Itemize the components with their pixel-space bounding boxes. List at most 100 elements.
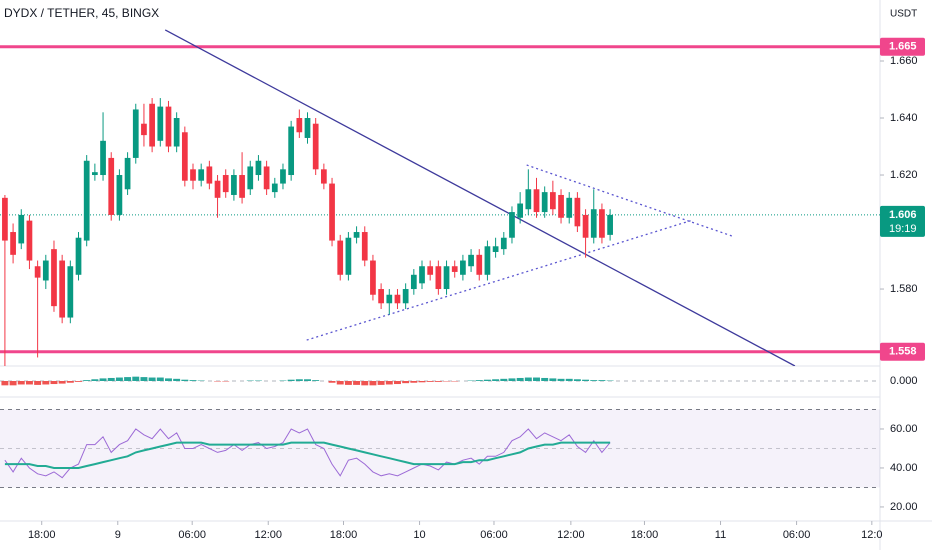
macd-bar (393, 381, 401, 385)
candle-body (460, 260, 466, 275)
level-label-box (880, 37, 925, 56)
rsi-band-fill (0, 409, 880, 488)
candle-body (525, 189, 532, 210)
candle-body (108, 157, 115, 215)
candle-body (533, 189, 540, 213)
rsi-tick-label: 60.00 (890, 423, 918, 435)
candle-body (255, 160, 262, 176)
macd-bar (34, 381, 42, 385)
x-tick-label: 9 (115, 529, 121, 541)
candle-body (419, 266, 425, 284)
x-tick-label: 18:00 (631, 529, 659, 541)
candle-body (59, 260, 66, 318)
last-price-box (880, 205, 925, 237)
macd-bar (549, 378, 557, 381)
candle-body (34, 266, 41, 278)
macd-bar (181, 379, 189, 381)
candle-body (484, 246, 491, 275)
macd-bar (418, 381, 426, 383)
candle-body (558, 194, 564, 218)
candle-body (26, 220, 33, 261)
macd-bar (312, 380, 320, 381)
x-tick-label: 06:00 (178, 529, 206, 541)
candle-body (100, 140, 106, 176)
candle-body (198, 169, 205, 181)
candle-body (239, 175, 245, 198)
rsi-line (4, 428, 611, 479)
candle-body (75, 237, 82, 275)
macd-bar (9, 381, 17, 386)
x-tick-label: 12:00 (254, 529, 282, 541)
macd-bar (17, 381, 25, 385)
macd-bar (115, 377, 123, 381)
candle-body (427, 266, 434, 275)
macd-bar (582, 379, 590, 381)
candle-body (353, 232, 360, 238)
candle-body (550, 192, 556, 210)
price-pane (0, 29, 880, 366)
macd-bar (500, 378, 508, 381)
candle-body (124, 157, 131, 190)
candle-body (590, 209, 597, 238)
candle-body (165, 106, 172, 147)
level-label: 1.665 (889, 41, 917, 53)
x-tick-label: 11 (715, 529, 726, 541)
candle-body (149, 103, 155, 147)
trendline (306, 219, 693, 341)
macd-bar (402, 381, 410, 384)
candle-body (288, 126, 295, 176)
macd-bar (50, 381, 58, 385)
macd-bar (99, 378, 107, 381)
macd-bar (132, 376, 140, 381)
macd-bar (148, 377, 156, 381)
macd-bar (369, 381, 377, 386)
axes: 1.660 1.640 1.620 1.580 18:00 9 06:00 12:00 18:0… (28, 37, 925, 541)
candle-body (280, 169, 286, 184)
y-tick-label: 1.660 (890, 55, 918, 67)
candle-body (304, 118, 311, 138)
macd-bar (165, 378, 172, 381)
trendline (526, 164, 733, 237)
candle-body (271, 183, 278, 193)
candle-body (141, 123, 147, 136)
x-tick-label: 18:00 (330, 529, 358, 541)
macd-bar (140, 377, 148, 381)
candle-body (329, 183, 335, 241)
macd-bar (508, 378, 516, 381)
candle-body (312, 123, 319, 170)
candle-body (337, 240, 344, 275)
macd-bar (344, 381, 352, 385)
macd-bar (573, 379, 581, 381)
x-tick-label: 10 (413, 529, 425, 541)
candle-body (190, 169, 196, 181)
candle-body (206, 166, 213, 184)
macd-bar (426, 381, 434, 382)
candle-body (541, 192, 548, 213)
candle-body (476, 254, 483, 275)
macd-bar (287, 379, 295, 381)
trendline (164, 29, 796, 366)
x-tick-label: 06:00 (480, 529, 508, 541)
macd-bar (524, 377, 532, 381)
macd-bar (83, 380, 91, 381)
macd-bar (492, 379, 500, 381)
macd-bar (475, 380, 483, 381)
macd-bar (42, 381, 50, 385)
rsi-tick-label: 40.00 (890, 462, 918, 474)
macd-bar (124, 377, 132, 381)
macd-bar (377, 381, 385, 385)
candle-body (394, 294, 401, 304)
macd-bar (173, 378, 181, 381)
candle-body (517, 203, 524, 218)
countdown-label: 19:19 (889, 223, 917, 235)
level-label-box (880, 342, 925, 361)
candle-body (378, 289, 384, 304)
candle-body (386, 294, 393, 304)
candle-body (231, 175, 237, 195)
macd-bar (75, 381, 82, 382)
y-tick-label: 1.640 (890, 112, 918, 124)
candle-body (83, 160, 90, 241)
macd-bar (361, 381, 369, 386)
macd-bar (1, 381, 9, 386)
candle-body (361, 232, 368, 261)
